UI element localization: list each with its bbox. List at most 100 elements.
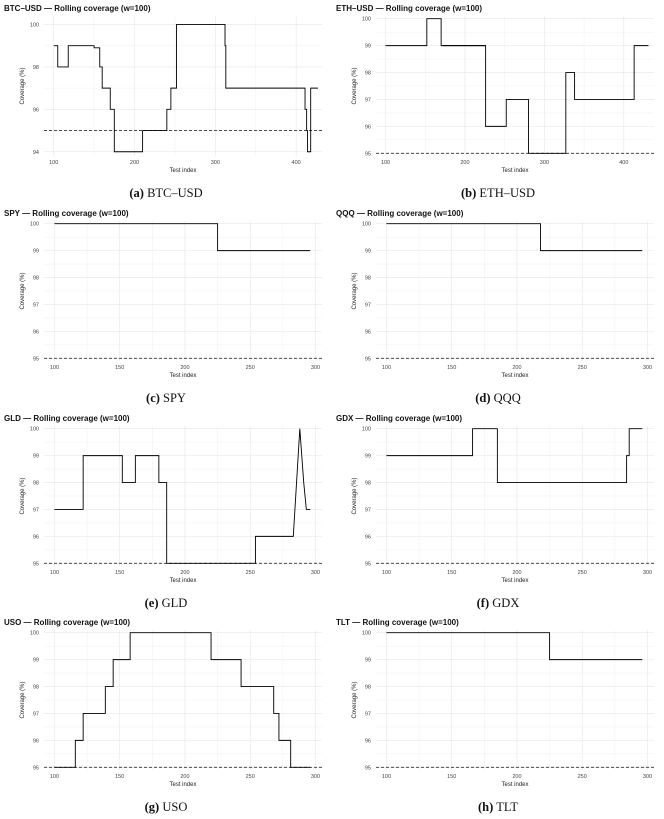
caption-name: SPY bbox=[159, 391, 186, 405]
chart-title: GDX — Rolling coverage (w=100) bbox=[336, 414, 463, 423]
x-tick-label: 250 bbox=[578, 365, 587, 371]
y-tick-label: 95 bbox=[365, 561, 371, 567]
y-tick-label: 97 bbox=[365, 302, 371, 308]
x-tick-label: 100 bbox=[382, 774, 391, 780]
x-tick-label: 300 bbox=[643, 774, 652, 780]
x-tick-label: 250 bbox=[246, 570, 255, 576]
x-tick-label: 300 bbox=[540, 160, 549, 166]
caption-label: (a) bbox=[129, 186, 144, 200]
chart-panel-eth: ETH–USD — Rolling coverage (w=100) 95 96 97… bbox=[332, 0, 664, 205]
chart-plot: 95 96 97 98 99 100 100 200 300 400 Test index Cover… bbox=[352, 16, 654, 174]
y-axis-label: Coverage (%) bbox=[352, 272, 358, 309]
chart-plot: 95 96 97 98 99 100 100 150 200 250 300 Test index Co… bbox=[352, 221, 654, 379]
y-axis-label: Coverage (%) bbox=[352, 681, 358, 718]
y-tick-label: 96 bbox=[365, 124, 371, 130]
caption-name: QQQ bbox=[490, 391, 521, 405]
x-tick-label: 200 bbox=[180, 365, 189, 371]
x-tick-label: 200 bbox=[460, 160, 469, 166]
x-tick-label: 150 bbox=[115, 774, 124, 780]
chart-panel-qqq: QQQ — Rolling coverage (w=100) 95 96 97 98 99… bbox=[332, 205, 664, 410]
y-axis-label: Coverage (%) bbox=[20, 477, 26, 514]
x-tick-label: 200 bbox=[512, 774, 521, 780]
y-tick-label: 97 bbox=[365, 97, 371, 103]
chart-plot: 95 96 97 98 99 100 100 150 200 250 300 Test index Co… bbox=[352, 426, 654, 584]
x-tick-label: 200 bbox=[180, 774, 189, 780]
coverage-series-line bbox=[53, 24, 318, 153]
caption-name: TLT bbox=[493, 800, 518, 814]
caption-name: BTC–USD bbox=[143, 186, 203, 200]
y-axis-label: Coverage (%) bbox=[352, 477, 358, 514]
y-tick-label: 97 bbox=[33, 711, 39, 717]
chart-plot: 94 96 98 100 100 200 300 400 Test index Coverage … bbox=[20, 16, 322, 174]
x-axis-label: Test index bbox=[501, 782, 528, 788]
y-tick-label: 97 bbox=[365, 507, 371, 513]
y-tick-label: 97 bbox=[365, 711, 371, 717]
x-tick-label: 150 bbox=[447, 774, 456, 780]
x-tick-label: 100 bbox=[381, 160, 390, 166]
x-tick-label: 150 bbox=[115, 570, 124, 576]
y-tick-label: 99 bbox=[33, 658, 39, 664]
chart-panel-uso: USO — Rolling coverage (w=100) 95 96 97 98 99… bbox=[0, 614, 332, 819]
caption-name: GDX bbox=[489, 596, 520, 610]
y-tick-label: 95 bbox=[365, 356, 371, 362]
x-tick-label: 400 bbox=[619, 160, 628, 166]
caption-label: (c) bbox=[146, 391, 160, 405]
chart-panel-tlt: TLT — Rolling coverage (w=100) 95 96 97 98 99… bbox=[332, 614, 664, 819]
caption-name: ETH–USD bbox=[476, 186, 535, 200]
caption-label: (b) bbox=[461, 186, 477, 200]
chart-plot: 95 96 97 98 99 100 100 150 200 250 300 Test index Co… bbox=[20, 426, 322, 584]
y-tick-label: 99 bbox=[365, 454, 371, 460]
chart-panel-gdx: GDX — Rolling coverage (w=100) 95 96 97 98 99… bbox=[332, 410, 664, 615]
caption-label: (f) bbox=[476, 596, 490, 610]
x-tick-label: 100 bbox=[382, 365, 391, 371]
x-tick-label: 200 bbox=[130, 160, 139, 166]
chart-title: ETH–USD — Rolling coverage (w=100) bbox=[336, 4, 483, 13]
y-tick-label: 99 bbox=[33, 454, 39, 460]
x-axis-label: Test index bbox=[169, 782, 196, 788]
y-tick-label: 99 bbox=[365, 658, 371, 664]
x-tick-label: 250 bbox=[246, 774, 255, 780]
chart-plot: 95 96 97 98 99 100 100 150 200 250 300 Test index Co… bbox=[20, 630, 322, 788]
y-tick-label: 100 bbox=[30, 222, 39, 228]
panel-caption: (e) GLD bbox=[0, 596, 332, 611]
chart-plot: 95 96 97 98 99 100 100 150 200 250 300 Test index Co… bbox=[352, 630, 654, 788]
y-axis-label: Coverage (%) bbox=[20, 681, 26, 718]
y-tick-label: 98 bbox=[365, 481, 371, 487]
x-tick-label: 100 bbox=[50, 570, 59, 576]
y-tick-label: 95 bbox=[33, 765, 39, 771]
chart-title: QQQ — Rolling coverage (w=100) bbox=[336, 209, 464, 218]
x-tick-label: 150 bbox=[447, 570, 456, 576]
caption-label: (g) bbox=[144, 800, 160, 814]
y-tick-label: 96 bbox=[33, 329, 39, 335]
y-tick-label: 97 bbox=[33, 302, 39, 308]
coverage-series-line bbox=[385, 18, 649, 154]
y-tick-label: 96 bbox=[33, 534, 39, 540]
caption-label: (e) bbox=[144, 596, 159, 610]
chart-title: SPY — Rolling coverage (w=100) bbox=[4, 209, 129, 218]
y-tick-label: 98 bbox=[365, 276, 371, 282]
y-tick-label: 100 bbox=[362, 631, 371, 637]
x-tick-label: 300 bbox=[643, 365, 652, 371]
chart-panel-btc: BTC–USD — Rolling coverage (w=100) 94 96 98… bbox=[0, 0, 332, 205]
y-axis-label: Coverage (%) bbox=[20, 67, 26, 104]
y-tick-label: 94 bbox=[33, 150, 39, 156]
x-tick-label: 250 bbox=[578, 570, 587, 576]
panel-caption: (a) BTC–USD bbox=[0, 186, 332, 201]
y-tick-label: 98 bbox=[33, 481, 39, 487]
coverage-series-line bbox=[54, 223, 311, 252]
y-axis-label: Coverage (%) bbox=[20, 272, 26, 309]
y-tick-label: 95 bbox=[33, 561, 39, 567]
x-tick-label: 300 bbox=[311, 570, 320, 576]
x-axis-label: Test index bbox=[501, 373, 528, 379]
coverage-series-line bbox=[386, 428, 643, 483]
y-tick-label: 100 bbox=[362, 427, 371, 433]
x-tick-label: 150 bbox=[115, 365, 124, 371]
coverage-series-line bbox=[54, 632, 311, 768]
y-tick-label: 100 bbox=[30, 427, 39, 433]
y-tick-label: 100 bbox=[30, 22, 39, 28]
panel-caption: (g) USO bbox=[0, 800, 332, 815]
coverage-series-line bbox=[386, 223, 643, 252]
coverage-series-line bbox=[386, 632, 643, 661]
chart-title: BTC–USD — Rolling coverage (w=100) bbox=[4, 4, 151, 13]
caption-label: (d) bbox=[475, 391, 491, 405]
